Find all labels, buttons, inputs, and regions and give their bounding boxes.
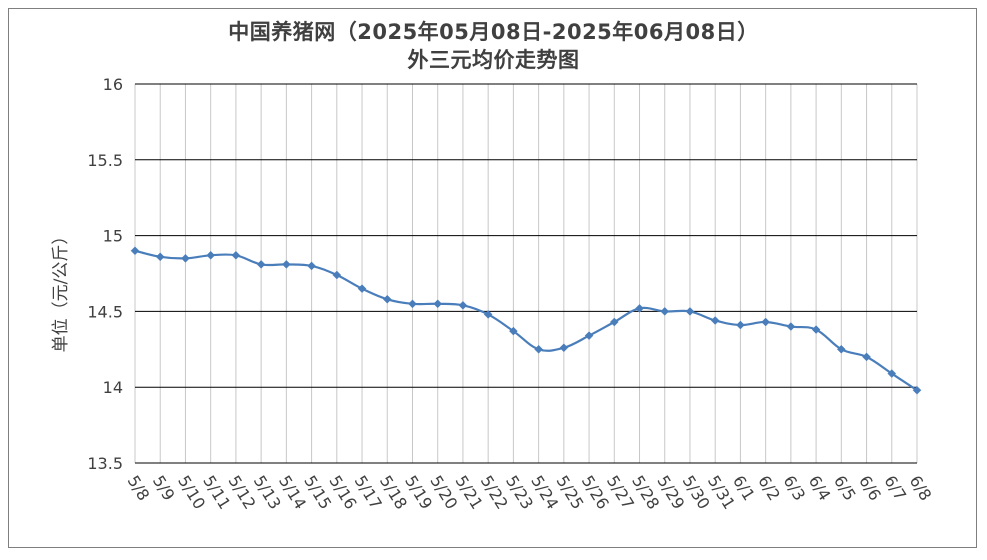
y-tick-label: 15 [103, 227, 123, 246]
x-tick-label: 6/5 [830, 472, 860, 504]
x-tick-label: 5/9 [149, 472, 179, 504]
series-price [130, 246, 922, 395]
x-tick-label: 5/8 [124, 472, 154, 504]
data-point [332, 270, 342, 280]
data-point [534, 344, 543, 354]
data-point [181, 253, 190, 263]
data-point [786, 322, 796, 331]
data-point [862, 352, 871, 362]
data-point [584, 331, 594, 341]
y-tick-label: 14 [103, 378, 123, 397]
y-tick-label: 14.5 [87, 302, 123, 321]
data-point [912, 385, 922, 395]
data-point [559, 343, 569, 353]
y-tick-labels: 13.5 14 14.5 15 15.5 16 [87, 75, 123, 473]
y-tick-label: 15.5 [87, 151, 123, 170]
data-point [130, 246, 140, 256]
data-point [307, 261, 316, 271]
x-tick-label: 6/7 [880, 472, 910, 504]
y-tick-label: 13.5 [87, 454, 123, 473]
data-point [382, 294, 392, 304]
data-point [761, 317, 770, 327]
horizontal-gridlines [135, 83, 917, 464]
data-point [155, 252, 165, 262]
data-point [887, 369, 897, 378]
chart-title: 中国养猪网（2025年05月08日-2025年06月08日） [228, 20, 759, 44]
data-point [635, 304, 644, 313]
data-point [231, 250, 241, 260]
series-line [134, 249, 918, 392]
data-point [609, 317, 619, 327]
chart-frame [8, 8, 977, 548]
data-point [256, 260, 266, 269]
x-tick-label: 6/4 [805, 472, 835, 504]
x-tick-labels: 5/85/95/105/115/125/135/145/155/165/175/… [124, 472, 936, 513]
data-point [736, 320, 745, 330]
x-tick-label: 6/6 [855, 472, 885, 504]
data-point [458, 300, 468, 310]
data-point [509, 326, 518, 336]
x-tick-label: 6/2 [754, 472, 784, 504]
data-point [483, 310, 493, 319]
data-point [685, 307, 695, 316]
y-tick-label: 16 [103, 75, 123, 94]
data-point [710, 316, 720, 325]
data-point [408, 299, 417, 309]
data-point [836, 344, 846, 354]
x-tick-label: 6/3 [779, 472, 809, 504]
data-point [660, 307, 670, 316]
data-point [282, 260, 291, 269]
y-axis-label: 单位（元/公斤） [51, 228, 71, 353]
data-point [206, 250, 216, 260]
vertical-gridlines [134, 84, 918, 463]
data-point [357, 284, 367, 294]
data-point [811, 325, 821, 334]
data-point [433, 299, 443, 309]
chart-subtitle: 外三元均价走势图 [407, 48, 580, 72]
x-tick-label: 6/8 [906, 472, 936, 504]
